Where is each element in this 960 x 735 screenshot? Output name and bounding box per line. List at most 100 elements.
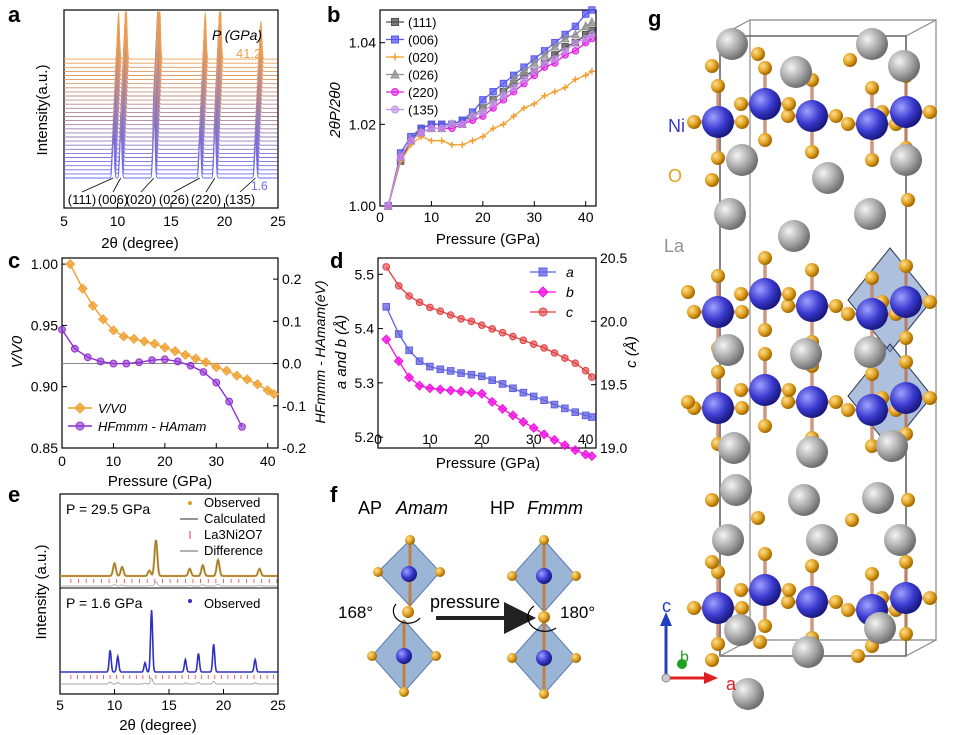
legend-label: (020): [408, 50, 438, 65]
data-point: [394, 330, 403, 338]
lanthanum-atom: [712, 524, 744, 556]
x-tick-label: 5: [56, 697, 64, 713]
peak-pointer: [81, 177, 114, 193]
lanthanum-atom: [864, 612, 896, 644]
angle-label-right: 180°: [560, 603, 595, 622]
data-point: [148, 356, 156, 365]
data-point: [529, 392, 538, 401]
lanthanum-atom: [812, 162, 844, 194]
oxygen-atom: [687, 115, 701, 129]
xrd-trace: [64, 80, 278, 167]
lanthanum-atom: [854, 198, 886, 230]
data-point: [438, 137, 445, 144]
xrd-trace: [64, 11, 278, 72]
legend-marker: [75, 421, 85, 431]
data-point: [588, 413, 596, 421]
oxygen-atom: [705, 653, 719, 667]
data-point: [531, 100, 538, 108]
data-point: [570, 29, 580, 39]
data-point: [468, 112, 477, 120]
data-point: [96, 357, 105, 366]
x-tick-label: 20: [474, 431, 490, 447]
data-point: [489, 87, 497, 96]
xrd-trace: [64, 44, 278, 130]
lanthanum-atom: [780, 56, 812, 88]
oxygen-atom: [711, 151, 725, 165]
xrd-trace: [64, 92, 278, 179]
lanthanum-atom: [720, 474, 752, 506]
x-tick-label: 10: [422, 431, 438, 447]
legend-label: HFmmm - HAmam: [98, 419, 206, 434]
data-point: [448, 141, 456, 148]
lanthanum-atom: [884, 524, 916, 556]
lanthanum-atom: [792, 636, 824, 668]
nickel-atom: [890, 286, 922, 318]
x-axis-label-b: Pressure (GPa): [436, 231, 540, 248]
x-ticks-a: 5 10 15 20 25: [60, 203, 286, 229]
lanthanum-atom: [726, 144, 758, 176]
oxygen-atom: [735, 401, 749, 415]
data-point: [519, 336, 528, 345]
y-tick-label-left: 5.2: [355, 429, 375, 445]
data-point: [570, 445, 581, 456]
nickel-atom: [749, 374, 781, 406]
nickel-atom: [702, 392, 734, 424]
xrd-trace: [64, 48, 278, 134]
legend-label: c: [566, 304, 573, 320]
oxygen-atom: [899, 259, 913, 273]
data-point: [407, 136, 415, 145]
oxygen-atom: [899, 627, 913, 641]
data-point: [225, 397, 234, 406]
x-tick-label: 30: [526, 431, 542, 447]
data-point: [530, 67, 538, 75]
xrd-trace: [64, 61, 278, 146]
data-point: [479, 108, 487, 116]
xrd-trace: [64, 56, 278, 142]
nickel-atom: [796, 100, 828, 132]
xrd-trace: [64, 11, 278, 85]
crystal-structure: [681, 19, 937, 710]
lanthanum-atom: [796, 436, 828, 468]
legend-label-la: La: [664, 236, 685, 256]
y-axis-label-a: Intensity(a.u.): [34, 65, 51, 156]
data-point: [199, 368, 208, 376]
x-tick-label: 30: [208, 453, 224, 469]
y-tick-label: 1.04: [349, 35, 376, 51]
nickel-atom: [796, 290, 828, 322]
observed-pattern-bottom: [60, 609, 278, 673]
data-point: [571, 38, 580, 47]
x-axis-label-a: 2θ (degree): [101, 235, 179, 252]
peak-label: (026): [159, 192, 189, 207]
data-point: [488, 376, 496, 384]
legend-label: Calculated: [204, 511, 265, 526]
x-tick-label: 0: [374, 431, 382, 447]
data-point: [252, 379, 263, 390]
legend-marker: [390, 68, 400, 79]
oxygen-atom: [923, 391, 937, 405]
oxygen-atom: [758, 61, 772, 75]
oxygen-atom: [782, 97, 796, 111]
xrd-trace: [64, 11, 278, 76]
oxygen-atom: [751, 511, 765, 525]
data-point: [549, 434, 560, 445]
xrd-trace: [64, 11, 278, 68]
oxygen-atom: [711, 637, 725, 651]
nickel-atom: [890, 96, 922, 128]
oxygen-atom: [865, 367, 879, 381]
y-tick-label-left: 5.5: [355, 266, 375, 282]
angle-arc-right: [527, 605, 557, 632]
data-point: [231, 370, 242, 381]
legend-marker: [537, 286, 549, 298]
data-point: [160, 355, 169, 364]
data-point: [551, 88, 559, 95]
space-group-left: Amam: [395, 498, 448, 518]
data-point: [550, 349, 559, 357]
data-point: [159, 342, 170, 353]
lanthanum-atom: [806, 524, 838, 556]
y-axis-label-d-left: a and b (Å): [333, 315, 350, 389]
x-tick-label: 10: [106, 453, 122, 469]
x-axis-label-d: Pressure (GPa): [436, 455, 540, 472]
legend-marker: [391, 105, 399, 114]
nickel-atom: [796, 586, 828, 618]
y-axis-label-c-right: HFmmm - HAmam(eV): [312, 280, 328, 423]
